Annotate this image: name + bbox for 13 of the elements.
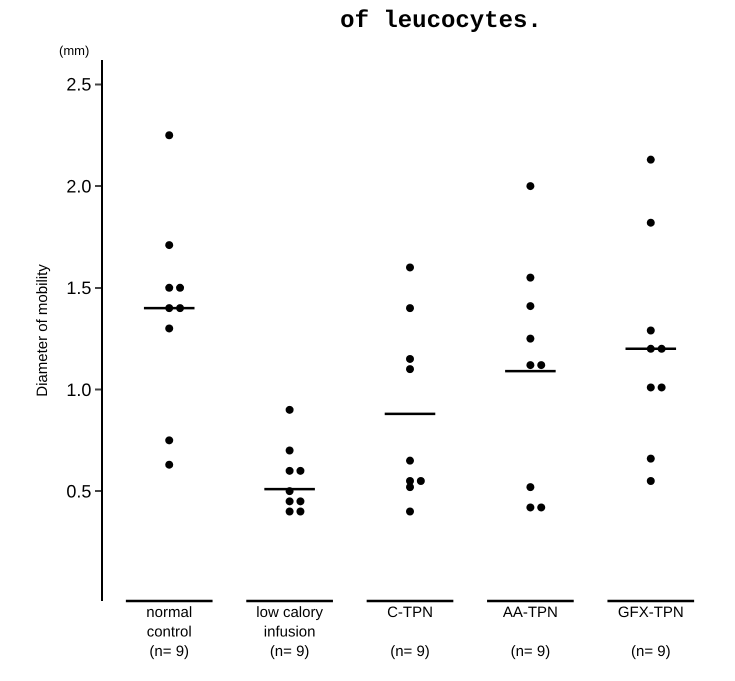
- chart-title: of leucocytes.: [340, 8, 542, 36]
- x-tick-label: normal control (n= 9): [146, 604, 192, 660]
- y-tick-label: 0.5: [66, 481, 92, 502]
- x-tick-label: low calory infusion (n= 9): [256, 604, 324, 660]
- text: (mm): [59, 43, 90, 58]
- y-tick-label: 2.5: [66, 74, 92, 95]
- category-label: GFX-TPN (n= 9): [618, 604, 684, 660]
- category-label: C-TPN (n= 9): [387, 604, 433, 660]
- y-axis-title: Diameter of mobility: [34, 264, 52, 397]
- y-tick-label: 1.5: [66, 278, 92, 298]
- category-label: AA-TPN (n= 9): [502, 604, 558, 660]
- y-tick-label: 1.0: [66, 380, 92, 400]
- y-tick-label: 2.0: [66, 176, 92, 196]
